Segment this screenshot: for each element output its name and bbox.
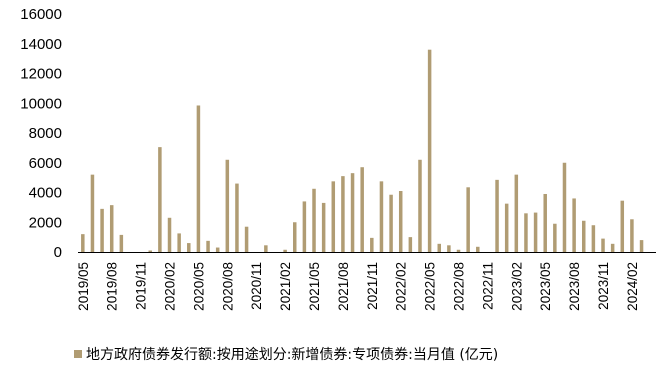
x-tick-label: 2021/11 <box>365 262 380 310</box>
y-tick-label: 0 <box>54 244 62 261</box>
x-tick-label: 2020/02 <box>163 262 178 311</box>
bar <box>187 243 191 252</box>
bar <box>524 213 528 252</box>
bar <box>109 205 114 252</box>
bar <box>225 159 230 252</box>
bar <box>630 219 634 252</box>
bar <box>177 233 181 252</box>
bar <box>235 183 239 252</box>
bar <box>148 250 152 252</box>
bar <box>504 203 509 252</box>
bar <box>283 249 287 252</box>
bar <box>264 245 268 252</box>
x-tick-label: 2022/02 <box>394 262 409 311</box>
bar <box>215 247 220 252</box>
bar <box>119 234 124 252</box>
bar <box>456 249 461 252</box>
bar <box>543 193 547 252</box>
bar <box>196 105 201 252</box>
y-tick-label: 14000 <box>20 36 62 53</box>
x-tick-label: 2022/11 <box>480 262 495 310</box>
bar <box>206 240 210 252</box>
bar <box>408 237 413 252</box>
bar <box>100 208 104 252</box>
bar <box>293 222 297 252</box>
x-tick-label: 2022/05 <box>423 262 438 311</box>
y-tick-label: 8000 <box>29 125 62 142</box>
bar <box>601 238 605 252</box>
bar <box>639 240 644 252</box>
bar <box>341 176 345 252</box>
legend-label: 地方政府债券发行额:按用途划分:新增债券:专项债券:当月值 (亿元) <box>86 347 499 363</box>
bar <box>572 198 576 252</box>
bar <box>302 201 307 252</box>
x-tick-label: 2024/02 <box>625 262 640 311</box>
bar <box>476 246 480 252</box>
x-tick-label: 2020/11 <box>249 262 264 310</box>
bar <box>312 188 316 252</box>
bar <box>90 174 95 252</box>
legend-swatch <box>74 350 82 358</box>
x-tick-label: 2019/11 <box>134 262 149 310</box>
legend: 地方政府债券发行额:按用途划分:新增债券:专项债券:当月值 (亿元) <box>74 344 498 364</box>
bar <box>437 243 441 252</box>
bar <box>466 187 470 252</box>
x-tick-label: 2021/05 <box>307 262 322 311</box>
y-tick-label: 16000 <box>20 6 62 23</box>
bar <box>427 49 432 253</box>
bar <box>514 174 519 252</box>
y-axis-ticks: 0 2000 4000 6000 8000 10000 12000 14000 16000 <box>20 6 62 261</box>
bar <box>591 225 596 252</box>
x-tick-label: 2019/08 <box>105 262 120 311</box>
bar <box>562 162 567 252</box>
bar <box>321 202 326 252</box>
x-tick-label: 2023/08 <box>567 262 582 311</box>
bar <box>610 243 615 252</box>
bar <box>244 226 249 252</box>
bar <box>379 181 384 252</box>
y-tick-label: 2000 <box>29 214 62 231</box>
x-axis-ticks: 2019/05 2019/08 2019/11 2020/02 2020/05 2020/… <box>76 262 640 311</box>
bar <box>553 223 557 252</box>
bar <box>360 167 364 252</box>
bar <box>398 191 403 252</box>
x-tick-label: 2023/11 <box>596 262 611 310</box>
y-tick-label: 6000 <box>29 155 62 172</box>
x-tick-label: 2020/08 <box>220 262 235 311</box>
y-tick-label: 4000 <box>29 185 62 202</box>
bar <box>495 179 499 252</box>
bar <box>167 217 172 252</box>
bar <box>533 212 538 252</box>
x-tick-label: 2020/05 <box>191 262 206 311</box>
bar-series <box>81 49 644 253</box>
bar <box>447 245 451 252</box>
bar <box>389 194 393 252</box>
x-tick-label: 2021/08 <box>336 262 351 311</box>
x-tick-label: 2019/05 <box>76 262 91 311</box>
bar <box>350 173 355 252</box>
bar <box>418 159 422 252</box>
bar <box>81 234 85 252</box>
bar <box>620 200 625 252</box>
bar <box>158 147 162 252</box>
x-tick-label: 2021/02 <box>278 262 293 311</box>
x-tick-label: 2023/02 <box>509 262 524 311</box>
y-tick-label: 10000 <box>20 95 62 112</box>
bar <box>370 237 374 252</box>
bar <box>582 220 586 252</box>
x-tick-label: 2022/08 <box>452 262 467 311</box>
x-tick-label: 2023/05 <box>538 262 553 311</box>
bar <box>331 181 336 252</box>
y-tick-label: 12000 <box>20 66 62 83</box>
